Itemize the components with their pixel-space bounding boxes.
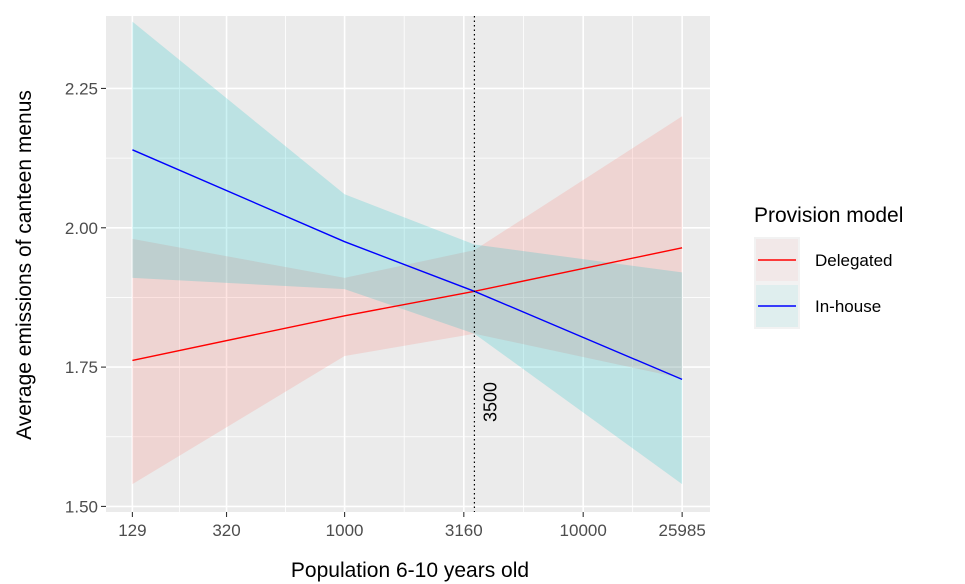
y-tick-label: 1.50: [65, 497, 98, 516]
series-lines: [132, 149, 683, 381]
confidence-ribbons: [132, 21, 683, 485]
legend-label: Delegated: [815, 251, 893, 270]
y-tick-label: 2.25: [65, 79, 98, 98]
legend-label: In-house: [815, 297, 881, 316]
line-in-house: [132, 149, 683, 381]
line-delegated: [132, 247, 683, 362]
x-tick-label: 129: [118, 521, 146, 540]
x-tick-label: 25985: [659, 521, 706, 540]
x-tick-label: 320: [212, 521, 240, 540]
y-axis-title: Average emissions of canteen menus: [13, 90, 36, 440]
ribbon-delegated: [132, 116, 683, 485]
ribbon-in-house: [132, 21, 683, 485]
major-gridlines: [106, 16, 710, 512]
x-axis-title: Population 6-10 years old: [291, 559, 529, 582]
y-tick-label: 2.00: [65, 219, 98, 238]
x-tick-label: 3160: [445, 521, 483, 540]
reference-line: 3500: [473, 16, 500, 512]
legend: Provision model Delegated In-house: [754, 204, 903, 329]
y-tick-label: 1.75: [65, 358, 98, 377]
vline-label: 3500: [480, 382, 500, 422]
x-tick-label: 10000: [560, 521, 607, 540]
axes: 129 320 1000 3160 10000 25985 1.50 1.75 2.00 2.25: [65, 79, 706, 540]
legend-title: Provision model: [754, 204, 903, 227]
plot-panel: [106, 16, 710, 512]
x-tick-label: 1000: [326, 521, 364, 540]
